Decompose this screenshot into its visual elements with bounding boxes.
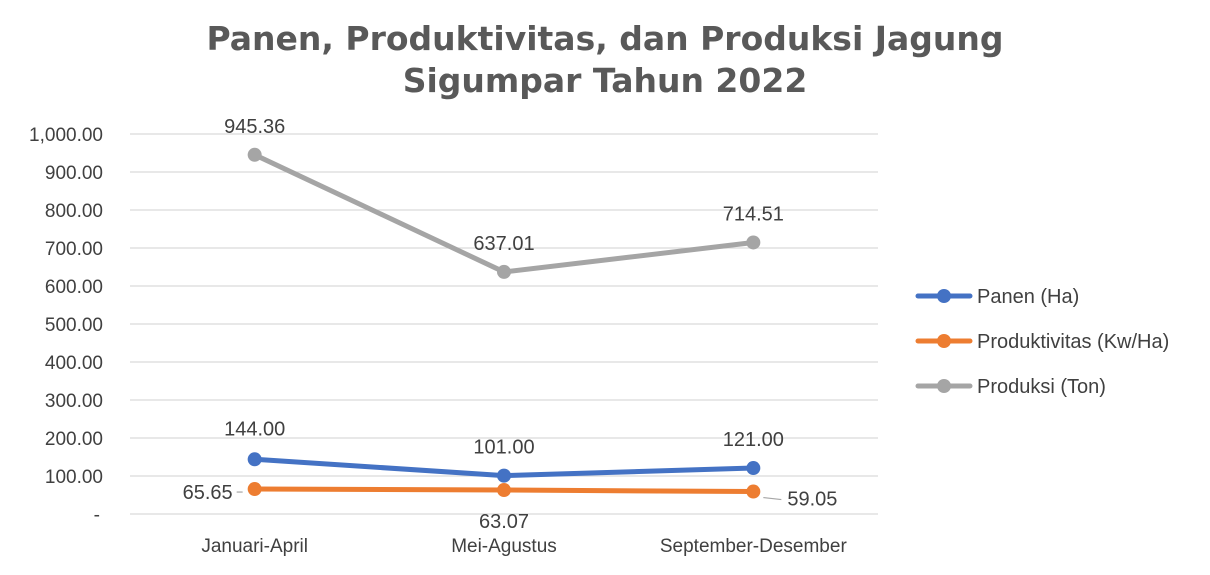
chart-title: Panen, Produktivitas, dan Produksi Jagun… [0, 18, 1210, 102]
y-tick-label: 100.00 [45, 467, 103, 488]
y-tick-label: 600.00 [45, 277, 103, 298]
y-tick-label: 1,000.00 [29, 125, 103, 146]
data-label: 945.36 [224, 116, 285, 138]
data-label: 714.51 [723, 203, 784, 225]
legend-swatch-marker [937, 289, 951, 303]
y-tick-label: 300.00 [45, 391, 103, 412]
data-label: 101.00 [473, 437, 534, 459]
y-tick-label: 400.00 [45, 353, 103, 374]
legend-label: Panen (Ha) [977, 286, 1079, 308]
data-label: 65.65 [183, 482, 233, 504]
legend-swatch-marker [937, 334, 951, 348]
y-tick-label: 900.00 [45, 163, 103, 184]
leader-line [763, 496, 782, 501]
data-point [746, 484, 761, 499]
y-tick-label: - [94, 505, 100, 526]
y-tick-label: 800.00 [45, 201, 103, 222]
data-point [247, 147, 262, 162]
data-label: 637.01 [473, 233, 534, 255]
data-label: 63.07 [479, 511, 529, 533]
y-tick-label: 200.00 [45, 429, 103, 450]
data-label: 121.00 [723, 429, 784, 451]
data-point [497, 468, 511, 483]
x-tick-label: September-Desember [660, 536, 848, 557]
x-tick-label: Mei-Agustus [451, 536, 557, 557]
data-point [746, 235, 761, 250]
y-tick-label: 700.00 [45, 239, 103, 260]
data-point [746, 461, 761, 476]
y-tick-label: 500.00 [45, 315, 103, 336]
data-label: 59.05 [787, 489, 837, 511]
legend-label: Produktivitas (Kw/Ha) [977, 331, 1169, 353]
legend-swatch-marker [937, 379, 951, 393]
chart-title-line1: Panen, Produktivitas, dan Produksi Jagun… [206, 19, 1004, 58]
data-point [247, 452, 262, 467]
legend-label: Produksi (Ton) [977, 376, 1106, 398]
data-point [247, 482, 262, 497]
data-label: 144.00 [224, 418, 285, 440]
chart-title-line2: Sigumpar Tahun 2022 [402, 61, 808, 100]
data-point [497, 264, 511, 279]
x-tick-label: Januari-April [201, 536, 308, 557]
data-point [497, 483, 511, 498]
